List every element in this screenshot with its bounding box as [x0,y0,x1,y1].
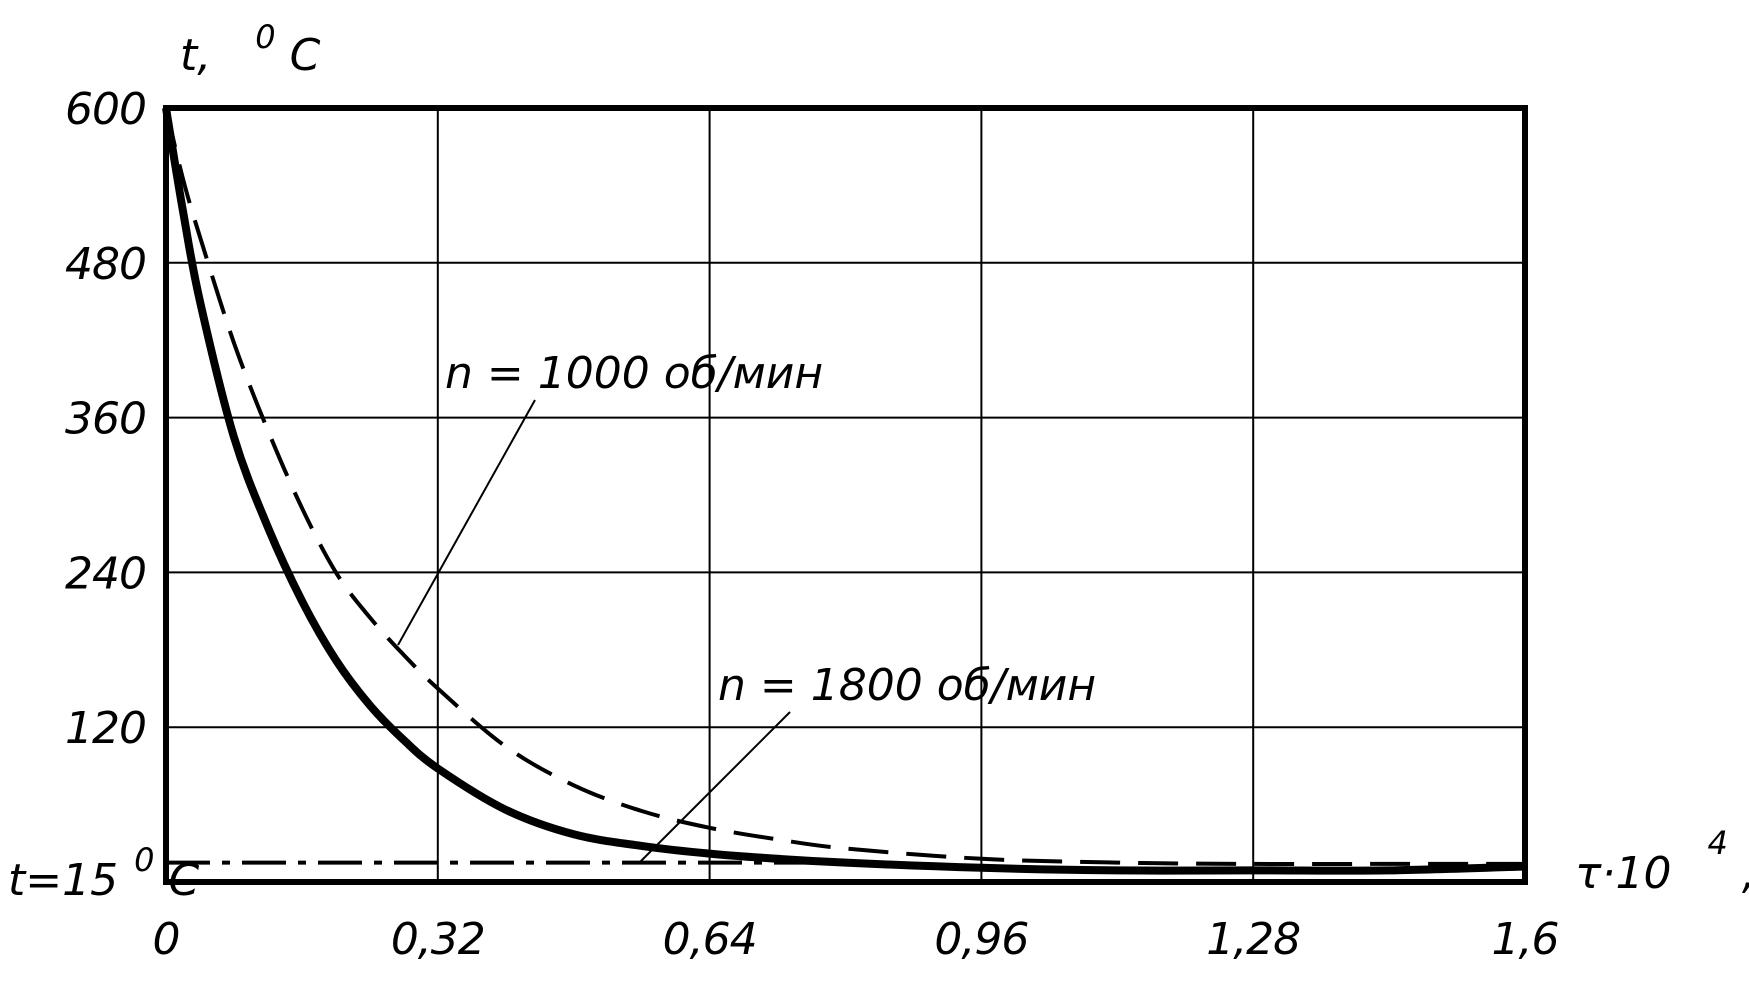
x-tick-label: 1,6 [1492,914,1559,965]
y-tick-labels: 120 240 360 480 600 [65,84,147,754]
grid [166,108,1525,882]
series-line-1 [164,107,1525,867]
x-tick-label: 0 [153,914,180,965]
y-tick-label: 480 [65,239,146,290]
annotation-leader-1000 [397,399,536,646]
x-axis-label: τ·10 4 , с [1575,814,1749,899]
y-tick-label: 240 [65,548,146,599]
x-tick-label: 1,28 [1206,914,1300,965]
y-tick-label: 120 [65,703,146,754]
x-axis-label-unit: , с [1742,848,1749,899]
reference-line-label: t=15 0 С [8,831,199,906]
reference-line-label-main: t=15 [8,855,118,906]
y-tick-label: 360 [65,394,146,445]
reference-line-label-exp: 0 [134,841,154,879]
x-tick-label: 0,64 [663,914,757,965]
y-axis-label-unit: С [290,30,321,81]
reference-line-label-unit: С [168,855,199,906]
annotation-leader-1800 [639,711,791,863]
y-axis-label: t, 0 С [180,8,321,81]
series-group [162,107,1526,875]
y-tick-label: 600 [65,84,146,135]
plot-frame [163,105,1528,885]
x-tick-label: 0,96 [934,914,1028,965]
annotation-n-1000: n = 1000 об/мин [445,348,823,399]
y-axis-label-exp: 0 [255,18,275,56]
x-axis-label-main: τ·10 [1575,848,1671,899]
x-tick-labels: 0 0,32 0,64 0,96 1,28 1,6 [153,914,1560,965]
x-tick-label: 0,32 [391,914,485,965]
annotation-n-1800: n = 1800 об/мин [718,660,1096,711]
series-line-2 [162,107,1526,875]
y-axis-label-main: t, [180,30,211,81]
x-axis-label-exp: 4 [1707,824,1727,862]
